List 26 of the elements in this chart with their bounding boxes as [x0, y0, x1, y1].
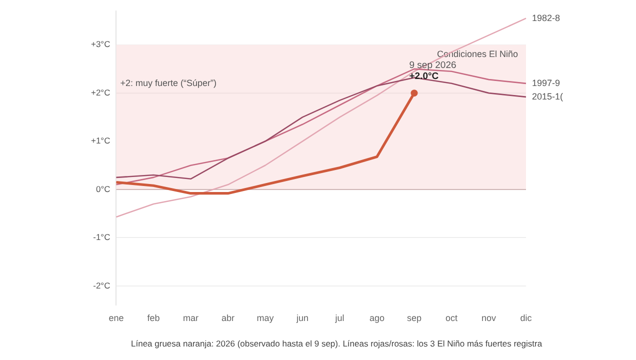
x-tick-label: ago	[369, 313, 385, 324]
series-label: 1982-8	[532, 12, 560, 23]
x-tick-label: dic	[520, 313, 532, 324]
band-label: Condiciones El Niño	[436, 48, 518, 59]
y-tick-label: +2°C	[90, 87, 110, 98]
series-label: 2015-1(	[532, 91, 564, 102]
ref-line-label: +2: muy fuerte (“Súper”)	[120, 78, 217, 88]
y-tick-label: 0°C	[96, 184, 110, 194]
annotation: 9 sep 2026	[409, 60, 456, 71]
y-tick-label: +1°C	[90, 136, 110, 146]
text: Línea gruesa naranja: 2026 (observado hasta el 9 sep). Líneas rojas/rosas: los 3 El Niño más fuertes registra	[131, 338, 542, 348]
x-tick-label: abr	[221, 313, 234, 324]
x-tick-label: jul	[334, 313, 344, 324]
y-tick-label: -1°C	[93, 232, 110, 242]
x-tick-label: may	[256, 313, 274, 324]
series-label: 1997-9	[532, 78, 560, 88]
y-tick-label: +3°C	[90, 39, 110, 50]
x-tick-label: feb	[147, 313, 160, 324]
x-tick-label: nov	[481, 313, 496, 324]
x-tick-label: mar	[182, 313, 198, 324]
x-tick-label: sep	[406, 313, 422, 324]
annotation: +2.0°C	[409, 70, 439, 82]
x-tick-label: oct	[445, 313, 458, 324]
x-tick-label: ene	[108, 313, 124, 324]
y-tick-label: -2°C	[93, 280, 110, 290]
x-tick-label: jun	[295, 313, 308, 324]
